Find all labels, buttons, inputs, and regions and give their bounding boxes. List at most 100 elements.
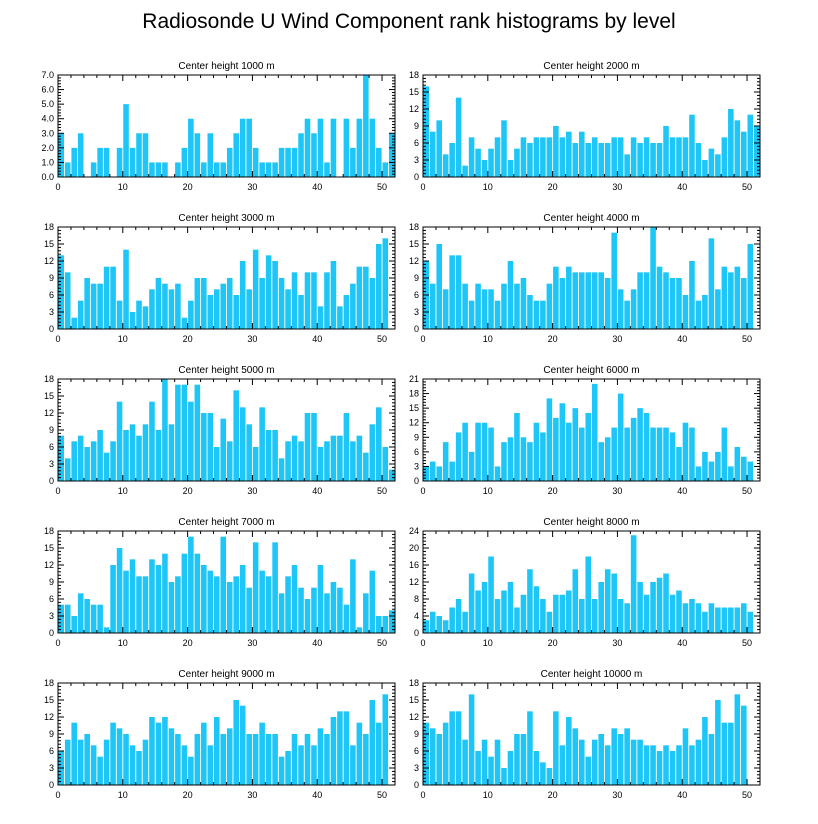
bar bbox=[149, 289, 155, 329]
x-tick-label: 50 bbox=[742, 790, 752, 800]
bar bbox=[501, 768, 507, 785]
bar bbox=[643, 413, 650, 481]
y-tick-label: 0.0 bbox=[41, 172, 54, 182]
bar bbox=[239, 407, 246, 481]
bar bbox=[71, 616, 77, 633]
bar bbox=[142, 424, 149, 481]
bar bbox=[129, 312, 136, 329]
bar bbox=[64, 739, 71, 785]
bar bbox=[643, 137, 650, 177]
bar bbox=[604, 278, 611, 329]
bar bbox=[317, 447, 324, 481]
bar bbox=[376, 147, 382, 177]
bar bbox=[175, 162, 181, 177]
bar bbox=[71, 317, 77, 329]
bar bbox=[142, 306, 149, 329]
bar bbox=[97, 147, 103, 177]
bar bbox=[194, 553, 201, 633]
bar bbox=[175, 734, 181, 785]
bar bbox=[585, 756, 592, 785]
bar bbox=[572, 408, 579, 481]
bar bbox=[546, 398, 553, 481]
bar bbox=[155, 430, 162, 481]
bar bbox=[721, 722, 728, 785]
bar bbox=[669, 278, 676, 329]
bar bbox=[468, 300, 475, 329]
bar bbox=[682, 728, 689, 785]
x-tick-label: 20 bbox=[548, 638, 558, 648]
bar bbox=[702, 717, 708, 785]
bar bbox=[376, 244, 382, 329]
bar bbox=[337, 435, 343, 481]
panel-1: Center height 1000 m 0 10 20 30 40 50 0.0 1.0 2.0… bbox=[41, 61, 396, 192]
bar bbox=[97, 604, 103, 633]
bar bbox=[201, 413, 207, 481]
bar bbox=[265, 430, 272, 481]
y-tick-label: 9 bbox=[414, 273, 419, 283]
y-tick-label: 3 bbox=[49, 763, 54, 773]
bar bbox=[728, 722, 734, 785]
y-tick-label: 9 bbox=[49, 425, 54, 435]
bar bbox=[324, 162, 330, 177]
bar bbox=[110, 266, 116, 329]
x-tick-label: 20 bbox=[548, 486, 558, 496]
bar bbox=[388, 133, 395, 177]
y-tick-label: 15 bbox=[409, 239, 419, 249]
bar bbox=[116, 147, 123, 177]
bar bbox=[363, 75, 369, 177]
bar bbox=[553, 711, 559, 785]
bar bbox=[695, 143, 702, 177]
bar bbox=[123, 104, 129, 177]
x-tick-label: 30 bbox=[247, 638, 257, 648]
y-tick-label: 24 bbox=[409, 526, 419, 536]
bar bbox=[442, 154, 449, 177]
bar bbox=[624, 300, 630, 329]
bar bbox=[155, 722, 162, 785]
bar bbox=[624, 427, 630, 481]
bar bbox=[123, 734, 129, 785]
bar bbox=[175, 384, 181, 481]
bar bbox=[689, 114, 695, 177]
x-tick-label: 30 bbox=[247, 182, 257, 192]
bar bbox=[676, 745, 682, 785]
bar bbox=[598, 582, 604, 633]
x-tick-label: 10 bbox=[483, 790, 493, 800]
bar bbox=[708, 148, 715, 177]
bar bbox=[708, 461, 715, 481]
bar bbox=[462, 422, 468, 481]
bar bbox=[272, 162, 278, 177]
bar bbox=[481, 289, 488, 329]
bar bbox=[715, 451, 721, 481]
bar bbox=[220, 734, 227, 785]
bar bbox=[559, 278, 566, 329]
bar bbox=[656, 427, 663, 481]
bar bbox=[578, 599, 585, 633]
bar bbox=[136, 133, 142, 177]
bar bbox=[356, 118, 363, 177]
bar bbox=[468, 137, 475, 177]
bar bbox=[298, 133, 304, 177]
bar bbox=[298, 587, 304, 633]
bar bbox=[194, 133, 201, 177]
bar bbox=[226, 582, 233, 633]
bar bbox=[643, 594, 650, 633]
bar bbox=[728, 272, 734, 329]
bar bbox=[721, 427, 728, 481]
bar bbox=[363, 452, 369, 481]
bar bbox=[494, 599, 501, 633]
bar bbox=[272, 430, 278, 481]
bar bbox=[162, 379, 168, 481]
bar bbox=[213, 162, 220, 177]
bar bbox=[291, 565, 298, 633]
y-tick-label: 6 bbox=[414, 290, 419, 300]
bar bbox=[423, 466, 430, 481]
bar bbox=[429, 728, 436, 785]
panel-4: Center height 4000 m 0 10 20 30 40 50 0 3 6 9 12 15 1… bbox=[409, 213, 761, 344]
bar bbox=[617, 137, 624, 177]
bar bbox=[123, 249, 129, 329]
bar bbox=[468, 694, 475, 785]
bar bbox=[507, 582, 514, 633]
bar bbox=[239, 565, 246, 633]
y-tick-label: 6.0 bbox=[41, 85, 54, 95]
y-tick-label: 4 bbox=[414, 611, 419, 621]
